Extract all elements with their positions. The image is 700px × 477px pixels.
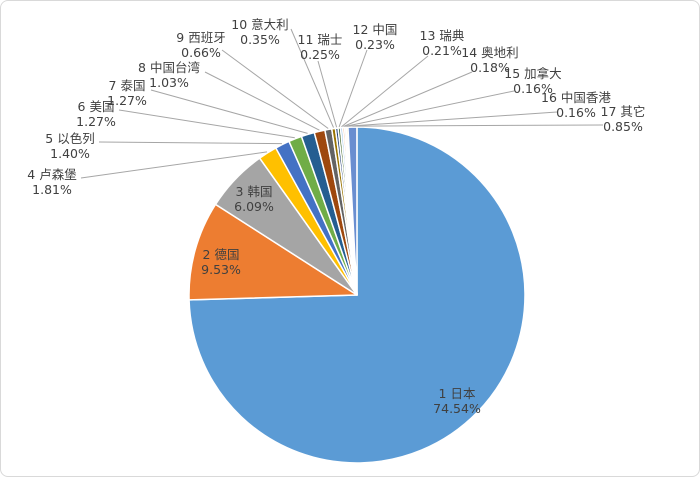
leader-line-13 bbox=[341, 55, 429, 128]
leader-line-12 bbox=[338, 49, 368, 128]
pie-slice-17-其它[interactable] bbox=[347, 126, 358, 296]
leader-line-17 bbox=[352, 124, 604, 127]
leader-line-5 bbox=[98, 141, 282, 145]
pie-slice-1-日本[interactable] bbox=[188, 126, 526, 464]
leader-line-14 bbox=[343, 71, 473, 127]
leader-line-9 bbox=[221, 49, 329, 129]
pie-slice-2-德国[interactable] bbox=[188, 203, 358, 301]
leader-line-16 bbox=[346, 111, 558, 127]
leader-line-11 bbox=[317, 60, 338, 128]
leader-line-6 bbox=[118, 109, 295, 139]
leader-line-4 bbox=[80, 151, 268, 179]
leader-line-7 bbox=[150, 89, 308, 134]
leader-line-10 bbox=[290, 28, 334, 128]
leader-line-15 bbox=[345, 90, 515, 127]
leader-line-8 bbox=[204, 71, 320, 131]
